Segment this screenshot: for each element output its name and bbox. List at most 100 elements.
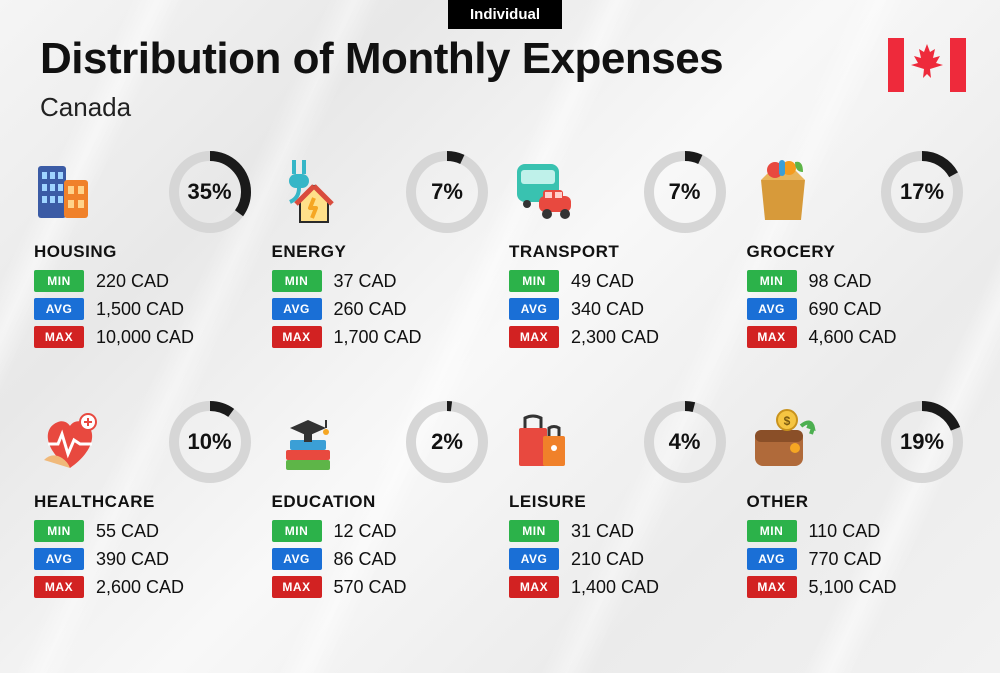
- min-tag: MIN: [34, 270, 84, 292]
- avg-value: 86 CAD: [334, 549, 397, 570]
- country-label: Canada: [40, 92, 131, 123]
- max-value: 4,600 CAD: [809, 327, 897, 348]
- avg-value: 260 CAD: [334, 299, 407, 320]
- healthcare-icon: [34, 402, 122, 482]
- percent-value: 2%: [431, 429, 463, 455]
- max-row: MAX 10,000 CAD: [34, 326, 254, 348]
- max-value: 2,600 CAD: [96, 577, 184, 598]
- min-value: 12 CAD: [334, 521, 397, 542]
- avg-tag: AVG: [272, 548, 322, 570]
- min-tag: MIN: [509, 520, 559, 542]
- percent-ring: 7%: [641, 148, 729, 236]
- max-value: 2,300 CAD: [571, 327, 659, 348]
- category-name: GROCERY: [747, 242, 967, 262]
- min-tag: MIN: [747, 520, 797, 542]
- max-value: 1,700 CAD: [334, 327, 422, 348]
- percent-ring: 2%: [403, 398, 491, 486]
- max-value: 10,000 CAD: [96, 327, 194, 348]
- min-value: 31 CAD: [571, 521, 634, 542]
- max-tag: MAX: [34, 326, 84, 348]
- expense-card-transport: 7% TRANSPORT MIN 49 CAD AVG 340 CAD MAX …: [509, 152, 729, 354]
- min-value: 37 CAD: [334, 271, 397, 292]
- max-row: MAX 5,100 CAD: [747, 576, 967, 598]
- max-tag: MAX: [34, 576, 84, 598]
- max-row: MAX 1,700 CAD: [272, 326, 492, 348]
- min-value: 98 CAD: [809, 271, 872, 292]
- education-icon: [272, 402, 360, 482]
- max-value: 1,400 CAD: [571, 577, 659, 598]
- min-value: 49 CAD: [571, 271, 634, 292]
- min-row: MIN 110 CAD: [747, 520, 967, 542]
- avg-row: AVG 260 CAD: [272, 298, 492, 320]
- category-name: TRANSPORT: [509, 242, 729, 262]
- max-tag: MAX: [272, 326, 322, 348]
- grocery-icon: [747, 152, 835, 232]
- min-tag: MIN: [509, 270, 559, 292]
- percent-value: 35%: [187, 179, 231, 205]
- transport-icon: [509, 152, 597, 232]
- max-value: 5,100 CAD: [809, 577, 897, 598]
- avg-row: AVG 770 CAD: [747, 548, 967, 570]
- percent-value: 4%: [669, 429, 701, 455]
- max-row: MAX 1,400 CAD: [509, 576, 729, 598]
- min-row: MIN 37 CAD: [272, 270, 492, 292]
- energy-icon: [272, 152, 360, 232]
- percent-ring: 35%: [166, 148, 254, 236]
- max-tag: MAX: [509, 576, 559, 598]
- avg-row: AVG 340 CAD: [509, 298, 729, 320]
- avg-row: AVG 390 CAD: [34, 548, 254, 570]
- page-title: Distribution of Monthly Expenses: [40, 34, 723, 84]
- svg-text:$: $: [783, 414, 790, 428]
- percent-value: 19%: [900, 429, 944, 455]
- canada-flag-icon: [888, 38, 966, 92]
- percent-ring: 10%: [166, 398, 254, 486]
- percent-ring: 17%: [878, 148, 966, 236]
- min-row: MIN 55 CAD: [34, 520, 254, 542]
- max-row: MAX 2,600 CAD: [34, 576, 254, 598]
- expense-card-education: 2% EDUCATION MIN 12 CAD AVG 86 CAD MAX 5…: [272, 402, 492, 604]
- category-name: ENERGY: [272, 242, 492, 262]
- category-name: OTHER: [747, 492, 967, 512]
- avg-tag: AVG: [34, 298, 84, 320]
- min-value: 110 CAD: [809, 521, 881, 542]
- avg-tag: AVG: [509, 548, 559, 570]
- percent-value: 10%: [187, 429, 231, 455]
- category-name: LEISURE: [509, 492, 729, 512]
- avg-value: 210 CAD: [571, 549, 644, 570]
- avg-row: AVG 86 CAD: [272, 548, 492, 570]
- min-value: 220 CAD: [96, 271, 169, 292]
- min-tag: MIN: [34, 520, 84, 542]
- avg-value: 690 CAD: [809, 299, 882, 320]
- other-icon: $: [747, 402, 835, 482]
- avg-value: 770 CAD: [809, 549, 882, 570]
- percent-value: 7%: [669, 179, 701, 205]
- percent-ring: 7%: [403, 148, 491, 236]
- max-tag: MAX: [747, 576, 797, 598]
- percent-ring: 19%: [878, 398, 966, 486]
- max-tag: MAX: [747, 326, 797, 348]
- avg-row: AVG 1,500 CAD: [34, 298, 254, 320]
- category-name: HOUSING: [34, 242, 254, 262]
- max-row: MAX 2,300 CAD: [509, 326, 729, 348]
- badge-individual: Individual: [448, 0, 562, 29]
- max-value: 570 CAD: [334, 577, 407, 598]
- avg-tag: AVG: [747, 298, 797, 320]
- avg-tag: AVG: [509, 298, 559, 320]
- avg-value: 1,500 CAD: [96, 299, 184, 320]
- avg-value: 340 CAD: [571, 299, 644, 320]
- expense-card-healthcare: 10% HEALTHCARE MIN 55 CAD AVG 390 CAD MA…: [34, 402, 254, 604]
- avg-row: AVG 210 CAD: [509, 548, 729, 570]
- housing-icon: [34, 152, 122, 232]
- max-tag: MAX: [272, 576, 322, 598]
- expense-grid: 35% HOUSING MIN 220 CAD AVG 1,500 CAD MA…: [34, 152, 966, 604]
- leisure-icon: [509, 402, 597, 482]
- min-tag: MIN: [272, 270, 322, 292]
- max-row: MAX 570 CAD: [272, 576, 492, 598]
- percent-ring: 4%: [641, 398, 729, 486]
- avg-value: 390 CAD: [96, 549, 169, 570]
- min-row: MIN 220 CAD: [34, 270, 254, 292]
- min-tag: MIN: [272, 520, 322, 542]
- category-name: HEALTHCARE: [34, 492, 254, 512]
- expense-card-grocery: 17% GROCERY MIN 98 CAD AVG 690 CAD MAX 4…: [747, 152, 967, 354]
- min-row: MIN 49 CAD: [509, 270, 729, 292]
